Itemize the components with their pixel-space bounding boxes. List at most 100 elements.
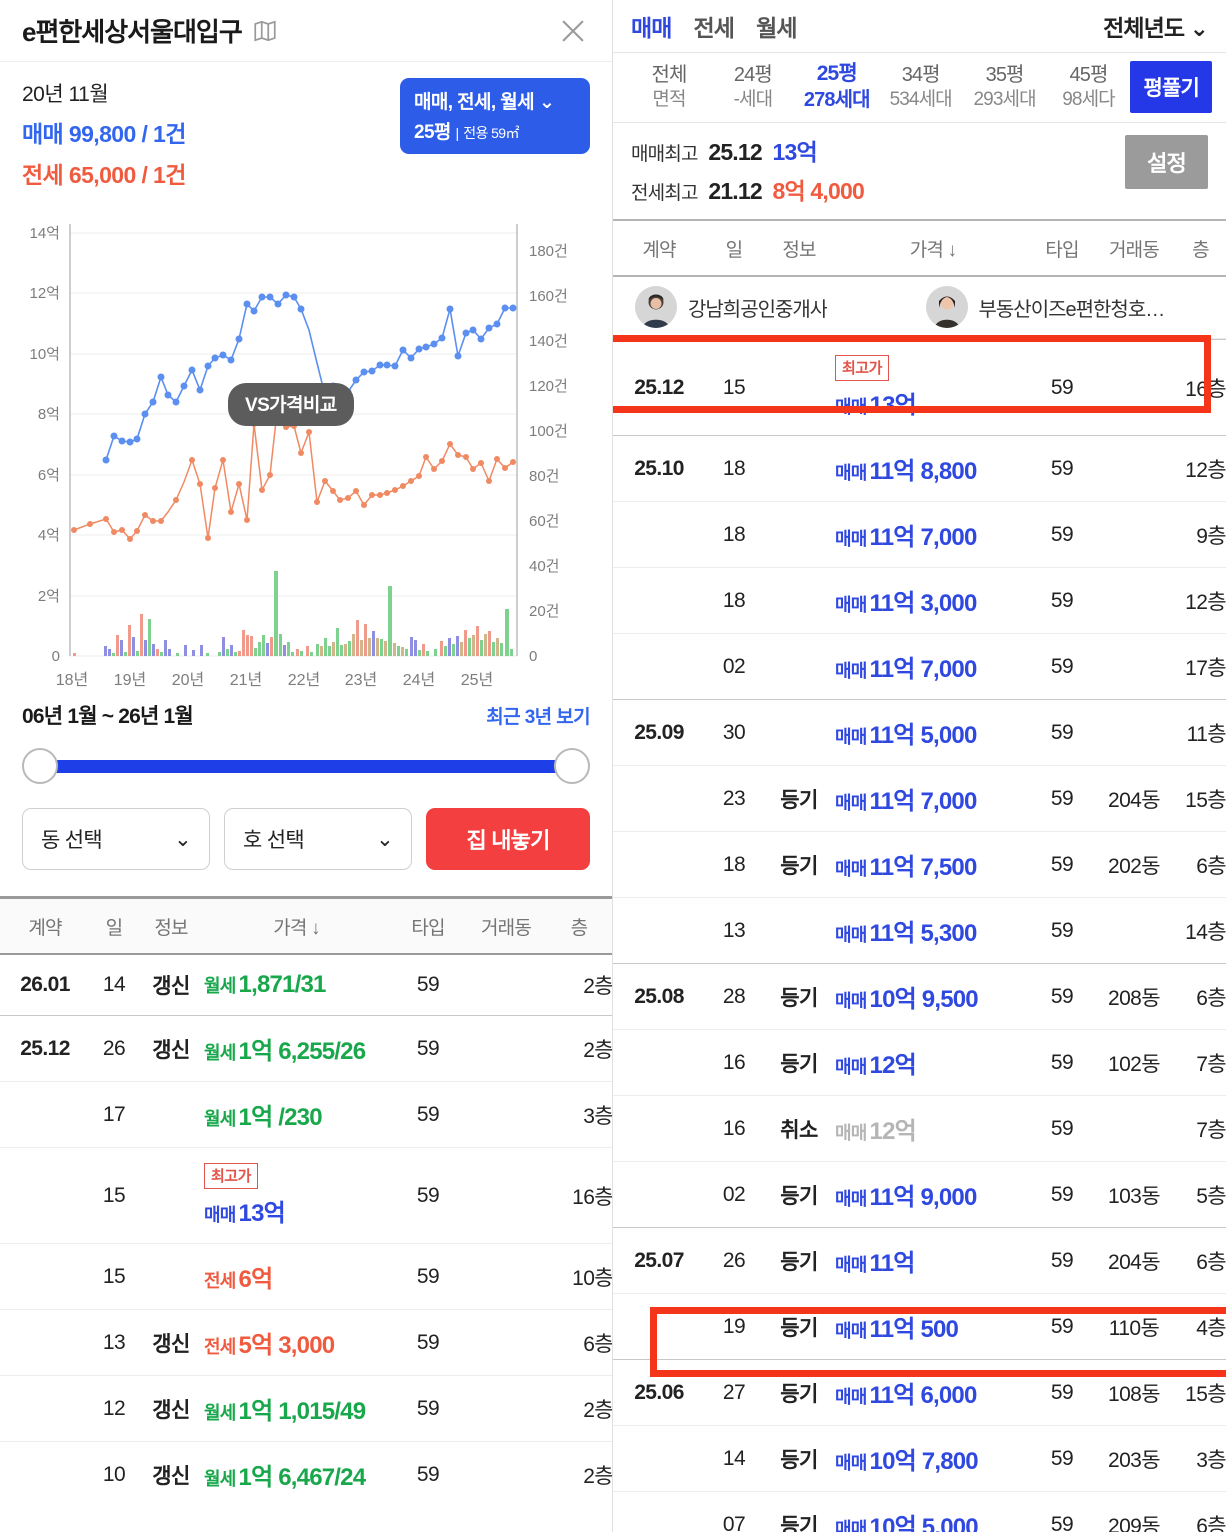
- table-row[interactable]: 14 등기 매매 10억 7,800 59 203동 3층: [613, 1425, 1226, 1492]
- table-row[interactable]: 16 취소 매매 12억 59 7층: [613, 1095, 1226, 1162]
- table-row[interactable]: 19 등기 매매 11억 500 59 110동 4층: [613, 1293, 1226, 1360]
- table-row[interactable]: 13 갱신 전세 5억 3,000 59 6층: [0, 1309, 612, 1376]
- cell-day: 14: [102, 973, 126, 996]
- cell-day: 28: [722, 984, 746, 1008]
- dong-select[interactable]: 동 선택 ⌄: [22, 808, 210, 870]
- table-row[interactable]: 25.10 18 매매 11억 8,800 59 12층: [613, 435, 1226, 502]
- cell-info: 갱신: [152, 1464, 190, 1488]
- price-value: 월세 1억 6,255/26: [204, 1038, 366, 1065]
- pyung-expand-button[interactable]: 평풀기: [1130, 61, 1212, 113]
- cell-floor: 4층: [1196, 1316, 1226, 1340]
- area-filter-45[interactable]: 45평 98세다: [1062, 63, 1115, 110]
- cell-contract-month: [613, 898, 705, 964]
- col-price-sort[interactable]: 가격 ↓: [835, 221, 1031, 277]
- cell-info: [763, 436, 835, 502]
- cell-contract-month: 25.08: [634, 984, 684, 1008]
- cell-info: [138, 1244, 204, 1310]
- right-transactions-table: 계약 일 정보 가격 ↓ 타입 거래동 층: [613, 221, 1226, 277]
- col-price-sort[interactable]: 가격 ↓: [204, 899, 389, 955]
- map-icon[interactable]: [252, 18, 278, 44]
- price-kind: 매매: [835, 1519, 867, 1532]
- agent-item[interactable]: 부동산이즈e편한청호…: [925, 286, 1205, 328]
- slider-handle-end[interactable]: [554, 748, 590, 784]
- table-row[interactable]: 25.08 28 등기 매매 10억 9,500 59 208동 6층: [613, 963, 1226, 1030]
- table-row[interactable]: 25.12 26 갱신 월세 1억 6,255/26 59 2층: [0, 1015, 612, 1082]
- cell-floor: 3층: [583, 1104, 613, 1128]
- vs-price-compare-badge[interactable]: VS가격비교: [228, 383, 354, 426]
- cell-contract-month: [613, 1162, 705, 1228]
- cell-info: [763, 634, 835, 700]
- cell-contract-month: [613, 1492, 705, 1532]
- ho-select[interactable]: 호 선택 ⌄: [224, 808, 412, 870]
- cell-price: 전세 6억: [204, 1244, 389, 1310]
- svg-text:22년: 22년: [288, 671, 321, 689]
- table-row[interactable]: 10 갱신 월세 1억 6,467/24 59 2층: [0, 1441, 612, 1508]
- table-row[interactable]: 25.12 15 최고가 매매 13억 59 16층: [613, 339, 1226, 436]
- chevron-down-icon: ⌄: [174, 827, 192, 851]
- price-kind: 매매: [835, 661, 867, 681]
- area-filter-34[interactable]: 34평 534세대: [889, 63, 953, 110]
- price-kind: 월세: [204, 1043, 236, 1063]
- area-filter-all[interactable]: 전체 면적: [651, 63, 687, 110]
- cell-info: 등기: [780, 1250, 818, 1274]
- cell-day: 27: [722, 1380, 746, 1404]
- col-type: 타입: [389, 899, 467, 955]
- jeonse-high-label: 전세최고: [631, 183, 699, 204]
- table-row[interactable]: 25.09 30 매매 11억 5,000 59 11층: [613, 699, 1226, 766]
- jeonse-high-row: 전세최고 21.12 8억 4,000: [631, 172, 1208, 206]
- table-row[interactable]: 23 등기 매매 11억 7,000 59 204동 15층: [613, 765, 1226, 832]
- area-filter-24[interactable]: 24평 -세대: [733, 63, 773, 110]
- cell-type: 59: [416, 1330, 440, 1354]
- left-transactions-table: 계약 일 정보 가격 ↓ 타입 거래동 층 26.01 14 갱신 월세 1,871/3…: [0, 899, 613, 1508]
- cell-floor: 2층: [583, 1398, 613, 1422]
- trade-type-selector[interactable]: 매매, 전세, 월세 ⌄ 25평 | 전용 59㎡: [400, 78, 590, 154]
- table-row[interactable]: 25.07 26 등기 매매 11억 59 204동 6층: [613, 1227, 1226, 1294]
- cell-price: 매매 10억 7,800: [835, 1426, 1031, 1492]
- table-row[interactable]: 17 월세 1억 /230 59 3층: [0, 1081, 613, 1148]
- tab-wolse[interactable]: 월세: [756, 15, 797, 41]
- col-type: 타입: [1031, 221, 1093, 277]
- price-chart[interactable]: VS가격비교 0 2억: [0, 194, 612, 694]
- table-row[interactable]: 26.01 14 갱신 월세 1,871/31 59 2층: [0, 954, 612, 1016]
- tab-jeonse[interactable]: 전세: [693, 15, 735, 41]
- table-row[interactable]: 18 등기 매매 11억 7,500 59 202동 6층: [613, 831, 1226, 898]
- cell-building: [467, 1244, 545, 1310]
- chevron-down-icon: ⌄: [1189, 15, 1209, 41]
- price-kind: 매매: [835, 727, 867, 747]
- tab-maemae[interactable]: 매매: [631, 15, 672, 41]
- area-filter-25[interactable]: 25평 278세대: [803, 62, 871, 111]
- cell-day: 18: [722, 852, 746, 876]
- close-icon[interactable]: [554, 12, 592, 50]
- table-row[interactable]: 02 매매 11억 7,000 59 17층: [613, 633, 1226, 700]
- table-row[interactable]: 12 갱신 월세 1억 1,015/49 59 2층: [0, 1375, 613, 1442]
- list-property-button[interactable]: 집 내놓기: [426, 808, 590, 870]
- table-row[interactable]: 13 매매 11억 5,300 59 14층: [613, 897, 1226, 964]
- settings-button[interactable]: 설정: [1125, 135, 1208, 189]
- cell-building: 204동: [1108, 788, 1161, 812]
- recent-3y-link[interactable]: 최근 3년 보기: [486, 707, 590, 728]
- table-row[interactable]: 18 매매 11억 7,000 59 9층: [613, 501, 1226, 568]
- price-kind: 월세: [204, 976, 236, 996]
- left-panel: e편한세상서울대입구 20년 11월 매매 99,800 / 1건 전세 65,…: [0, 0, 613, 1532]
- svg-text:2억: 2억: [38, 588, 60, 605]
- price-value: 전세 6억: [204, 1266, 273, 1293]
- year-select[interactable]: 전체년도 ⌄: [1103, 9, 1209, 43]
- slider-handle-start[interactable]: [22, 748, 58, 784]
- slider-track[interactable]: [48, 760, 564, 773]
- cell-contract-month: [0, 1148, 90, 1244]
- area-filter-35[interactable]: 35평 293세대: [973, 63, 1036, 110]
- agent-name: 부동산이즈e편한청호…: [978, 298, 1165, 321]
- table-row[interactable]: 18 매매 11억 3,000 59 12층: [613, 567, 1226, 634]
- table-row[interactable]: 15 최고가 매매 13억 59 16층: [0, 1147, 612, 1244]
- table-row[interactable]: 07 등기 매매 10억 5,000 59 209동 6층: [613, 1491, 1226, 1532]
- agent-item[interactable]: 강남희공인중개사: [635, 286, 914, 328]
- price-kind: 매매: [835, 397, 867, 417]
- table-row[interactable]: 16 등기 매매 12억 59 102동 7층: [613, 1029, 1226, 1096]
- date-range-slider[interactable]: [22, 748, 590, 784]
- cell-day: 02: [722, 654, 746, 678]
- table-row[interactable]: 15 전세 6억 59 10층: [0, 1243, 612, 1310]
- cell-price: 매매 11억 8,800: [835, 436, 1031, 502]
- table-row[interactable]: 02 등기 매매 11억 9,000 59 103동 5층: [613, 1161, 1226, 1228]
- cell-info: [763, 340, 835, 436]
- table-row[interactable]: 25.06 27 등기 매매 11억 6,000 59 108동 15층: [613, 1359, 1226, 1426]
